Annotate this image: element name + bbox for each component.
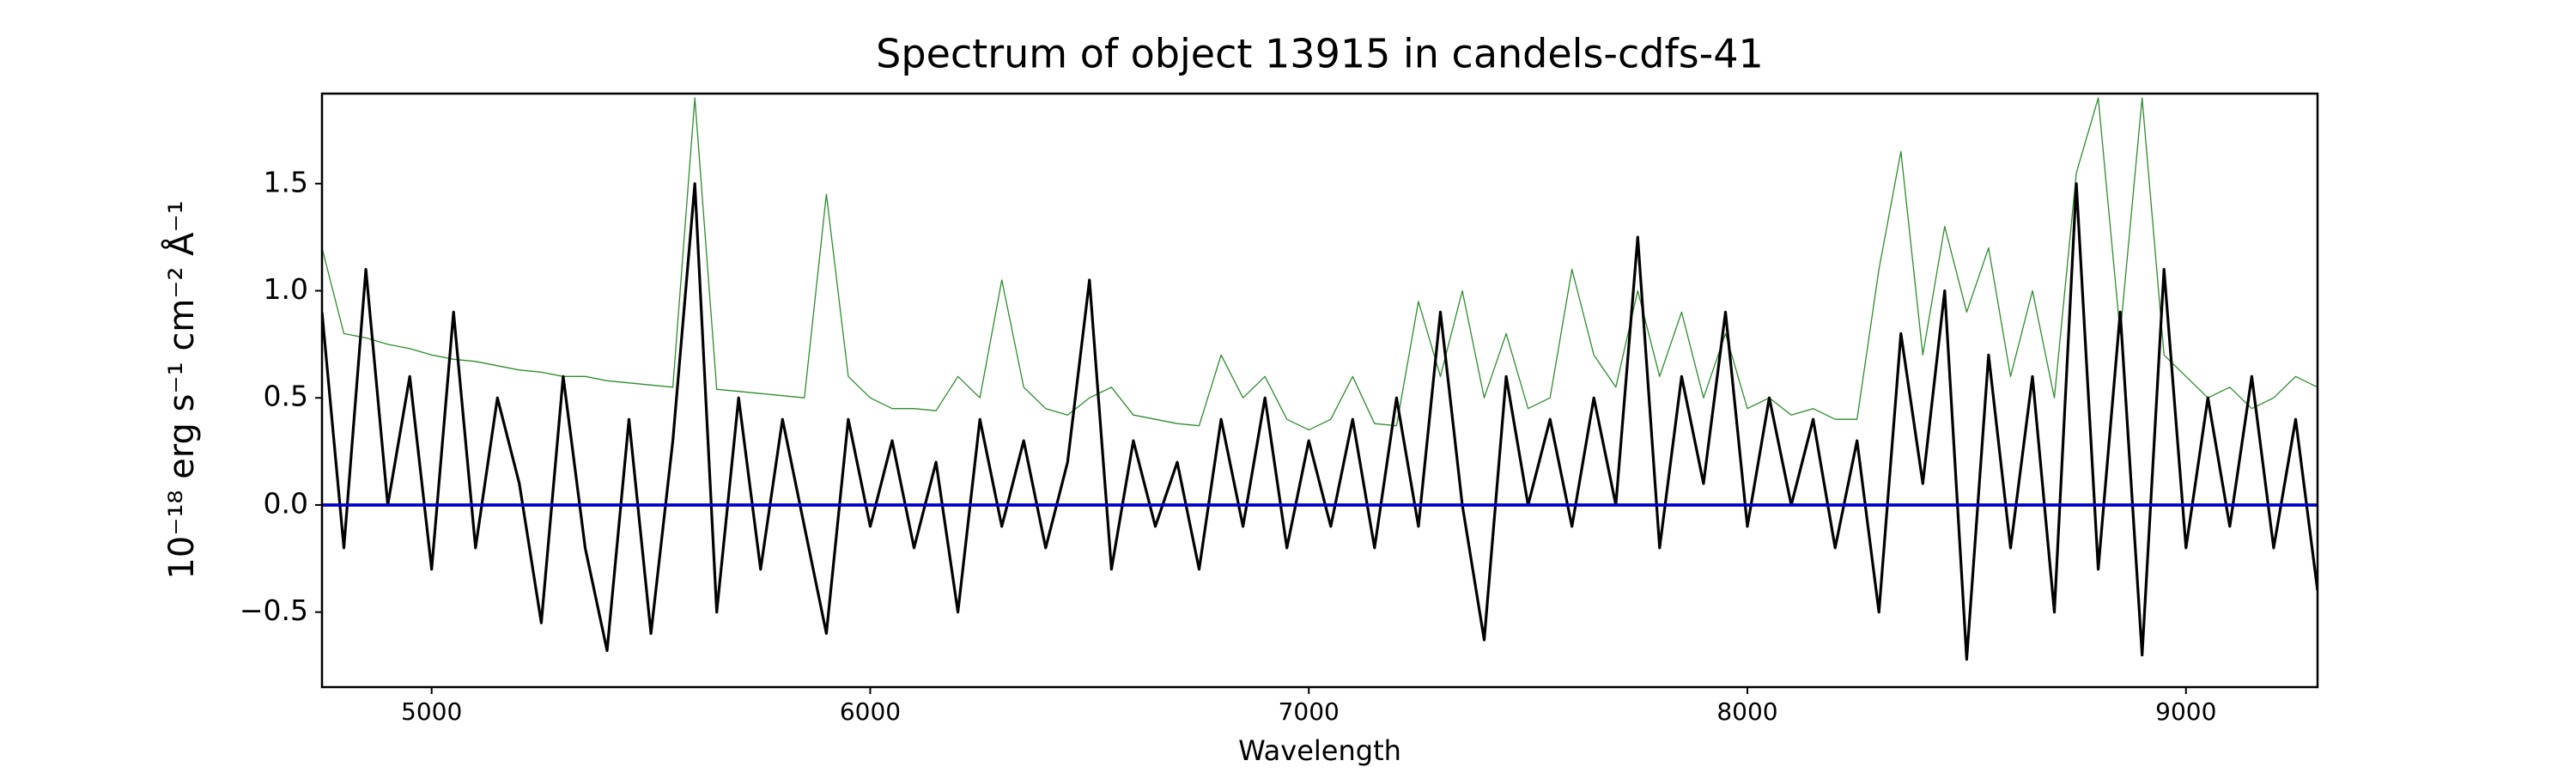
spectrum-line (322, 182, 2318, 661)
spectrum-line (322, 97, 2318, 431)
x-axis-label: Wavelength (1238, 734, 1401, 767)
y-tick-label: 0.5 (264, 380, 308, 413)
x-tick-label: 5000 (401, 697, 462, 726)
y-tick-label: 0.0 (264, 486, 308, 520)
x-tick-label: 7000 (1279, 697, 1340, 726)
y-tick-label: −0.5 (240, 593, 308, 627)
y-tick-label: 1.5 (264, 165, 308, 198)
y-tick-label: 1.0 (264, 272, 308, 306)
x-tick-label: 6000 (840, 697, 901, 726)
axes-frame (320, 92, 2319, 689)
y-axis-label: 10⁻¹⁸ erg s⁻¹ cm⁻² Å⁻¹ (161, 200, 202, 579)
plot-area (322, 97, 2318, 661)
x-tick-label: 9000 (2155, 697, 2216, 726)
chart-title: Spectrum of object 13915 in candels-cdfs… (876, 31, 1764, 77)
x-tick-label: 8000 (1716, 697, 1777, 726)
